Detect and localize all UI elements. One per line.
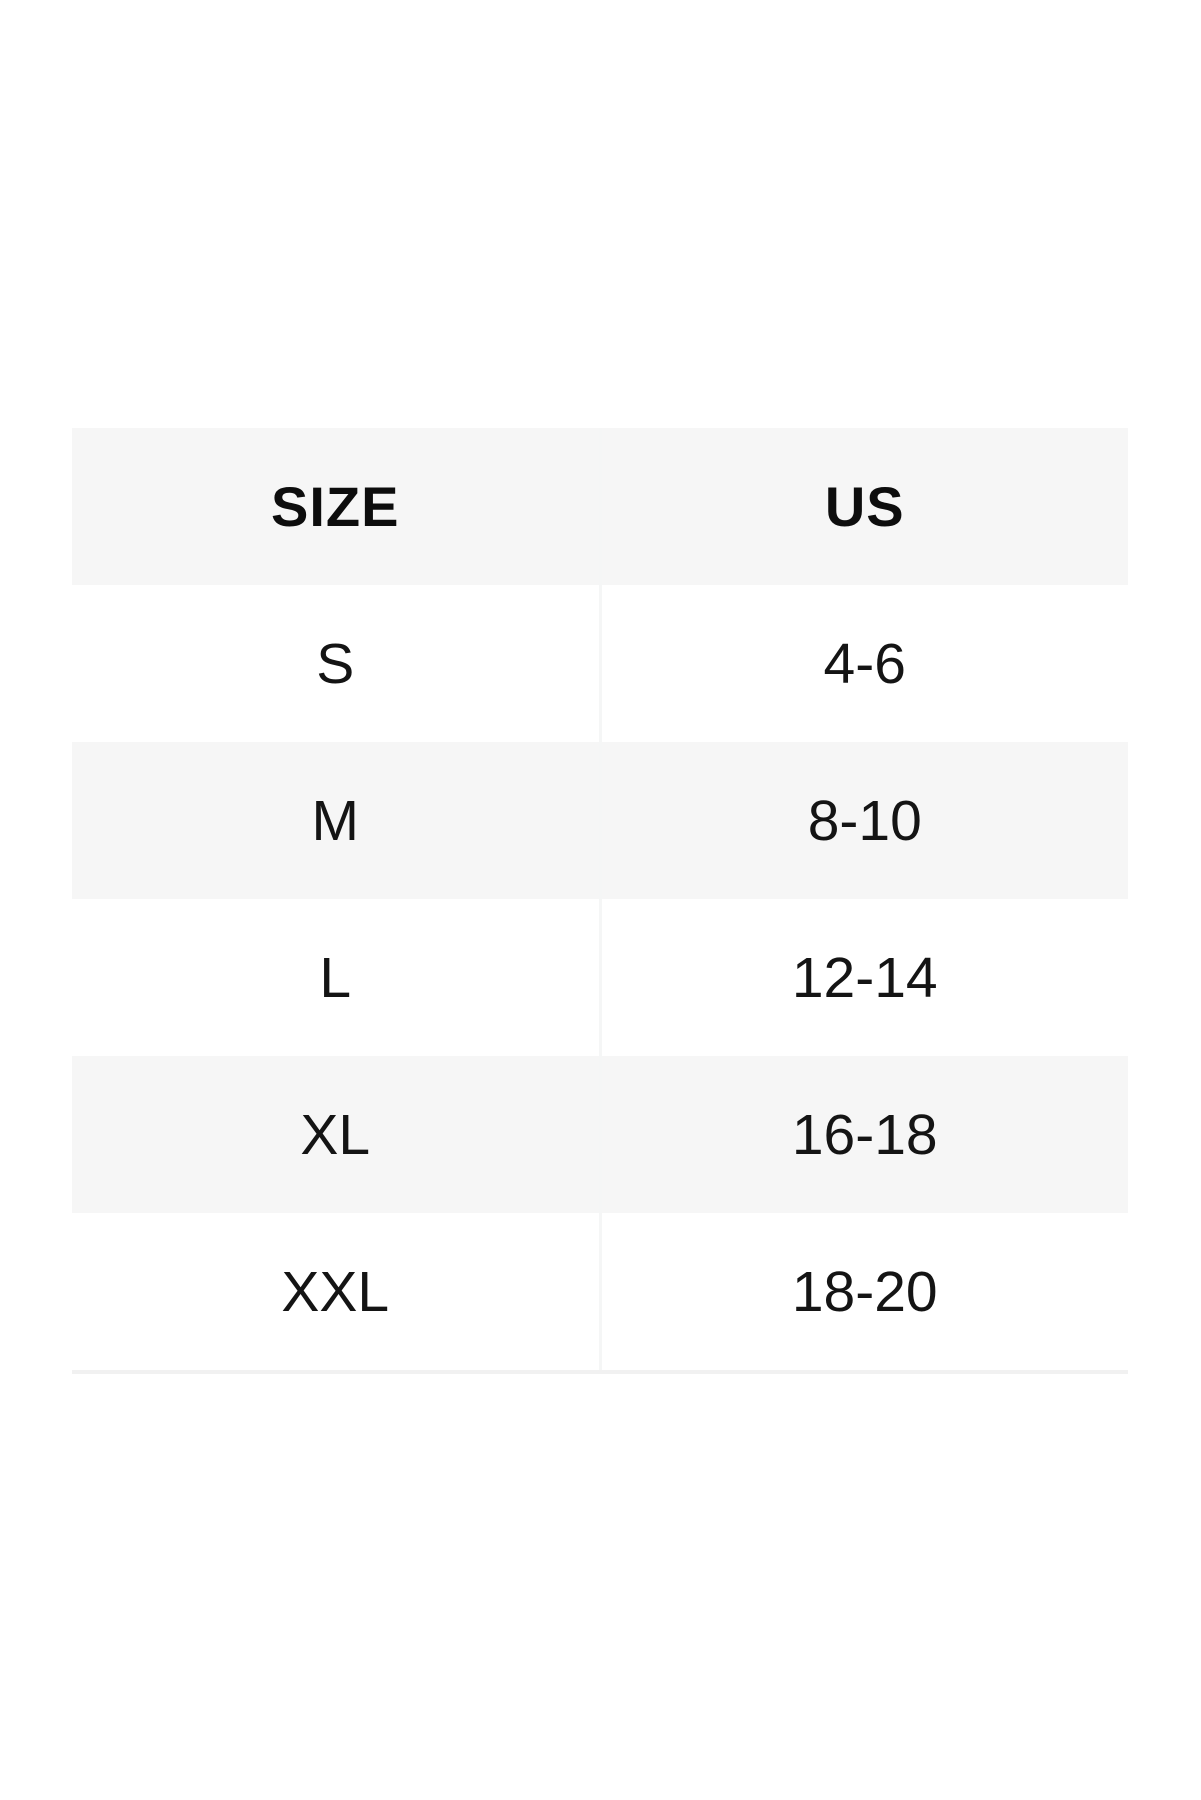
size-cell: XXL: [72, 1213, 602, 1374]
size-cell: S: [72, 585, 602, 742]
column-header-us: US: [824, 475, 905, 538]
size-cell: XL: [72, 1056, 602, 1213]
us-range-cell: 18-20: [600, 1213, 1128, 1374]
table-row: M 8-10: [72, 742, 1128, 899]
us-range-cell: 12-14: [791, 945, 938, 1010]
table-row: XXL 18-20: [72, 1213, 1128, 1374]
column-header-size: SIZE: [72, 428, 602, 585]
table-row: L 12-14: [72, 899, 1128, 1056]
size-cell: M: [72, 742, 602, 899]
table-header-row: SIZE US: [72, 428, 1128, 585]
size-cell: L: [72, 899, 602, 1056]
table-row: S 4-6: [72, 585, 1128, 742]
us-range-cell: 8-10: [807, 788, 922, 853]
us-range-cell: 4-6: [823, 631, 906, 696]
us-range-cell: 16-18: [791, 1102, 938, 1167]
table-row: XL 16-18: [72, 1056, 1128, 1213]
size-chart-table: SIZE US S 4-6 M 8-10 L 12-14 XL 16-18 XX…: [72, 428, 1128, 1374]
